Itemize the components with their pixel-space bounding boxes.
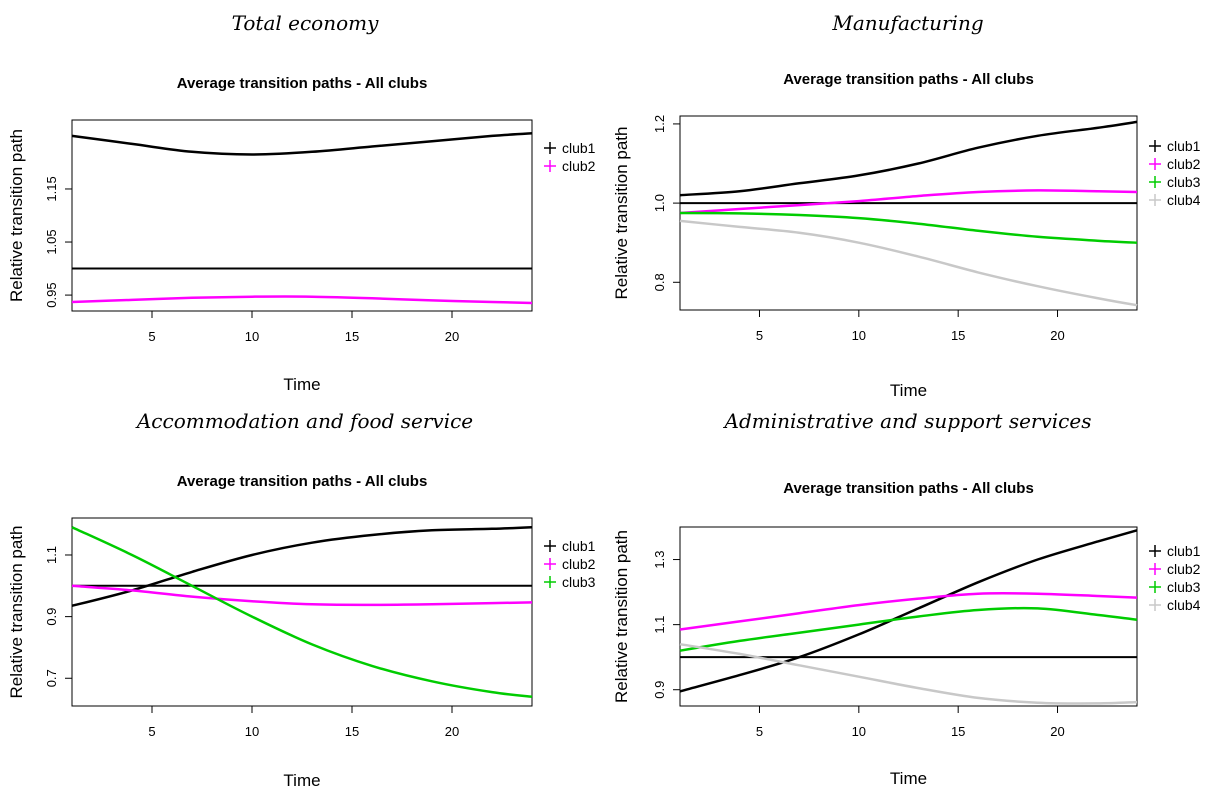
y-axis-title: Relative transition path xyxy=(7,129,26,302)
chart-title: Average transition paths - All clubs xyxy=(177,473,428,490)
legend-label-club3: club3 xyxy=(1167,174,1201,190)
series-line-club1 xyxy=(71,525,533,608)
chart-4: Average transition paths - All clubs 5 10 1… xyxy=(612,480,1201,788)
legend-label-club3: club3 xyxy=(562,574,596,590)
series-line-club1 xyxy=(71,132,533,156)
x-tick-label: 20 xyxy=(445,329,459,344)
legend-label-club1: club1 xyxy=(562,538,596,554)
series-line-club2 xyxy=(71,295,533,305)
series-line-club4 xyxy=(679,219,1138,307)
x-tick-label: 10 xyxy=(852,328,866,343)
plot-frame xyxy=(71,517,533,707)
x-axis-title: Time xyxy=(283,375,320,394)
y-tick-label: 0.9 xyxy=(44,608,59,626)
y-tick-label: 0.8 xyxy=(652,273,667,291)
charts-layer: Average transition paths - All clubs 5 10 1… xyxy=(7,71,1201,790)
series-line-club2 xyxy=(71,584,533,607)
y-axis-title: Relative transition path xyxy=(7,526,26,699)
y-tick-label: 1.1 xyxy=(652,616,667,634)
x-tick-label: 10 xyxy=(852,724,866,739)
x-tick-label: 20 xyxy=(1050,724,1064,739)
chart-1: Average transition paths - All clubs 5 10 1… xyxy=(7,75,596,394)
x-tick-label: 10 xyxy=(245,724,259,739)
series-line-club1 xyxy=(679,529,1138,693)
legend-label-club1: club1 xyxy=(562,140,596,156)
y-tick-label: 1.0 xyxy=(652,194,667,212)
legend-label-club2: club2 xyxy=(562,556,596,572)
y-tick-label: 1.2 xyxy=(652,115,667,133)
y-tick-label: 1.3 xyxy=(652,551,667,569)
y-tick-label: 1.15 xyxy=(44,176,59,201)
y-tick-label: 0.9 xyxy=(652,681,667,699)
y-tick-label: 0.95 xyxy=(44,282,59,307)
plot-frame xyxy=(71,119,533,312)
legend-label-club2: club2 xyxy=(1167,156,1201,172)
plot-frame xyxy=(679,526,1138,707)
series-line-club2 xyxy=(679,189,1138,215)
x-tick-label: 20 xyxy=(445,724,459,739)
x-axis-title: Time xyxy=(283,771,320,790)
series-line-club2 xyxy=(679,591,1138,631)
x-axis-title: Time xyxy=(890,381,927,400)
legend-label-club4: club4 xyxy=(1167,192,1201,208)
x-tick-label: 5 xyxy=(756,328,763,343)
panel-heading-total-economy: Total economy xyxy=(232,11,380,35)
panel-heading-accommodation: Accommodation and food service xyxy=(135,409,473,433)
y-tick-label: 1.05 xyxy=(44,229,59,254)
chart-2: Average transition paths - All clubs 5 10 1… xyxy=(612,71,1201,400)
panel-heading-administrative: Administrative and support services xyxy=(723,409,1092,433)
chart-title: Average transition paths - All clubs xyxy=(783,480,1034,497)
x-tick-label: 15 xyxy=(345,329,359,344)
series-line-club3 xyxy=(679,606,1138,652)
chart-title: Average transition paths - All clubs xyxy=(783,71,1034,88)
legend-label-club3: club3 xyxy=(1167,579,1201,595)
legend-label-club1: club1 xyxy=(1167,543,1201,559)
x-tick-label: 15 xyxy=(951,328,965,343)
y-axis-title: Relative transition path xyxy=(612,127,631,300)
x-tick-label: 20 xyxy=(1050,328,1064,343)
series-line-club4 xyxy=(679,642,1138,705)
chart-3: Average transition paths - All clubs 5 10 1… xyxy=(7,473,596,790)
y-tick-label: 0.7 xyxy=(44,669,59,687)
x-tick-label: 5 xyxy=(756,724,763,739)
series-line-club1 xyxy=(679,120,1138,197)
x-tick-label: 10 xyxy=(245,329,259,344)
series-line-club3 xyxy=(71,526,533,699)
x-axis-title: Time xyxy=(890,769,927,788)
y-axis-title: Relative transition path xyxy=(612,530,631,703)
series-line-club3 xyxy=(679,211,1138,244)
legend-label-club1: club1 xyxy=(1167,138,1201,154)
x-tick-label: 5 xyxy=(148,724,155,739)
x-tick-label: 15 xyxy=(345,724,359,739)
x-tick-label: 5 xyxy=(148,329,155,344)
panel-heading-manufacturing: Manufacturing xyxy=(831,11,983,35)
x-tick-label: 15 xyxy=(951,724,965,739)
chart-title: Average transition paths - All clubs xyxy=(177,75,428,92)
y-tick-label: 1.1 xyxy=(44,546,59,564)
legend-label-club2: club2 xyxy=(1167,561,1201,577)
legend-label-club4: club4 xyxy=(1167,597,1201,613)
legend-label-club2: club2 xyxy=(562,158,596,174)
